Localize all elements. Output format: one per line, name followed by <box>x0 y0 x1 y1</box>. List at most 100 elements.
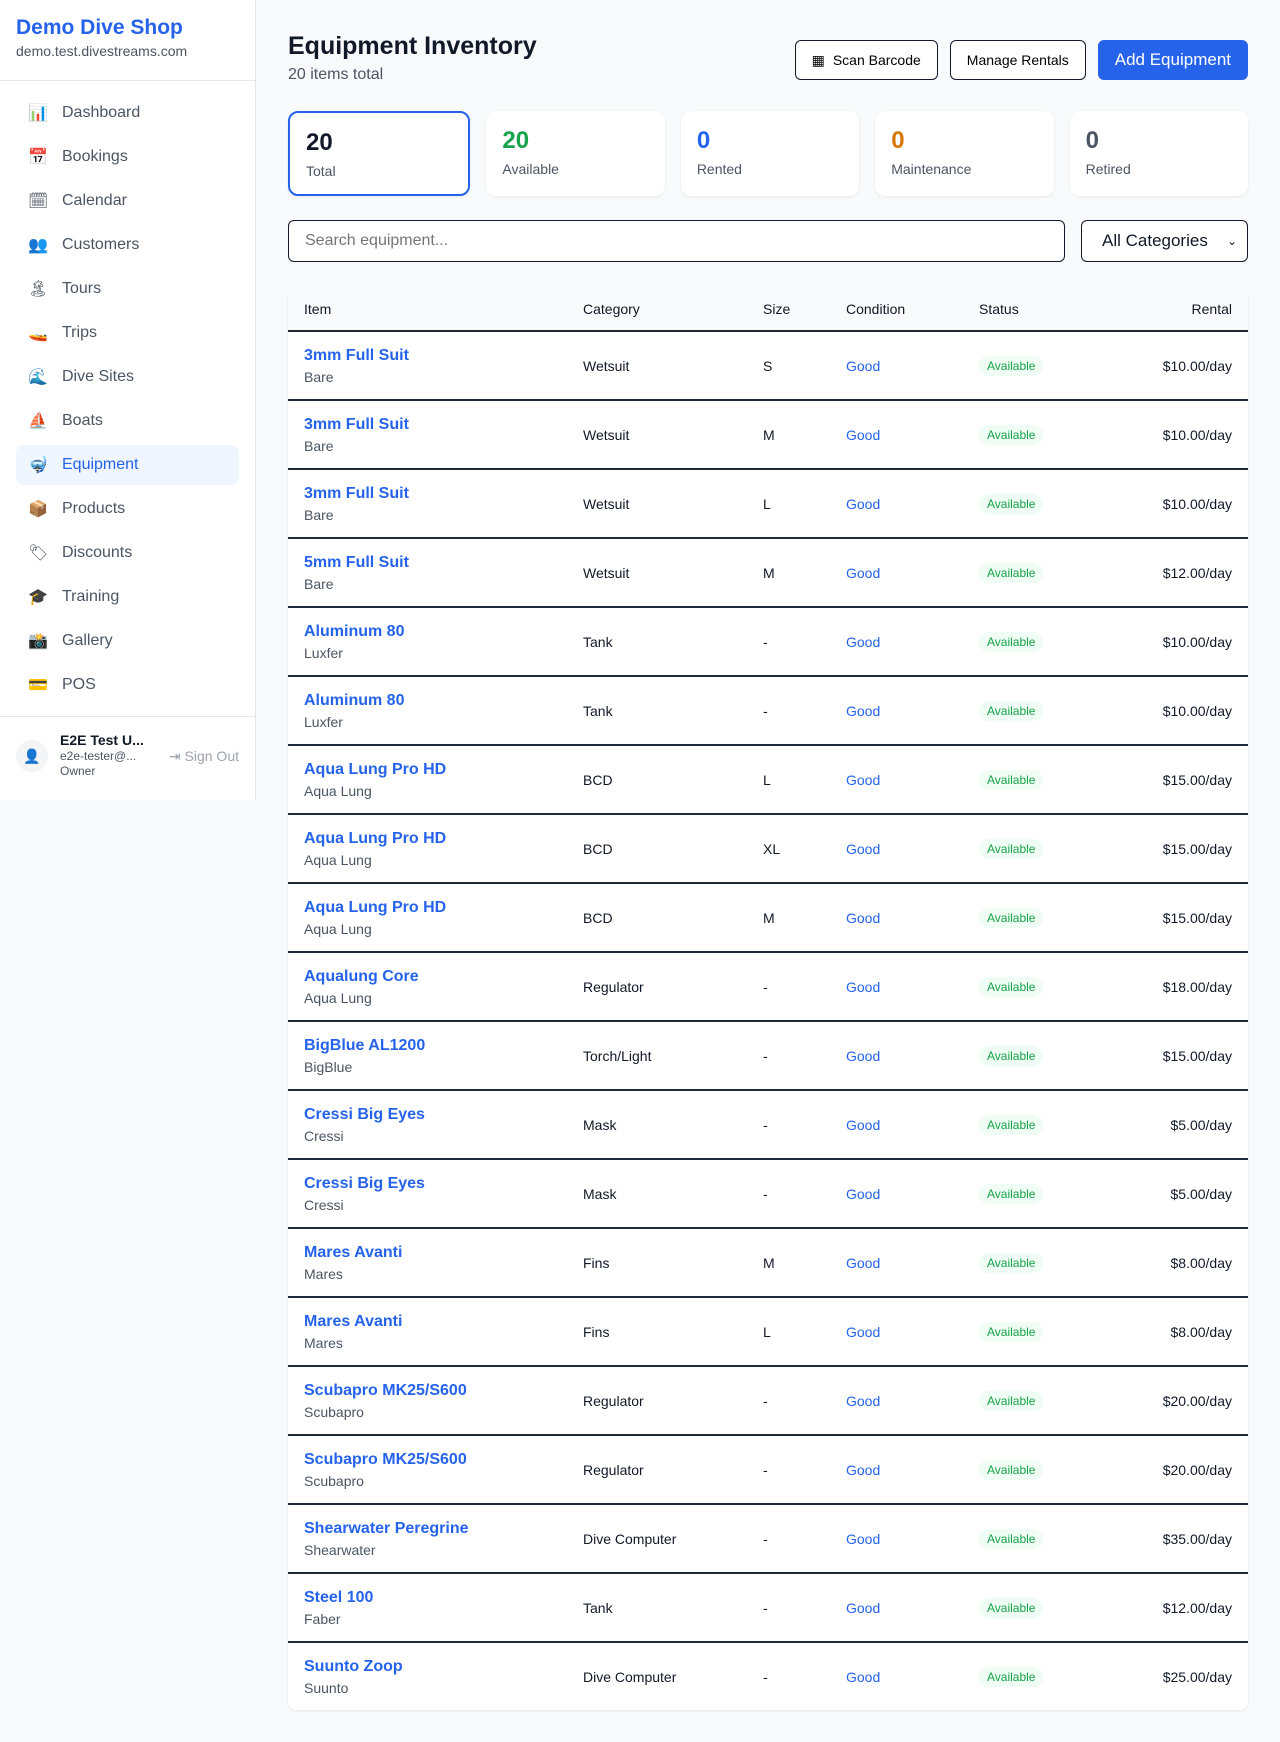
table-row[interactable]: 3mm Full Suit Bare Wetsuit S Good Availab… <box>288 330 1248 399</box>
table-row[interactable]: Mares Avanti Mares Fins M Good Available … <box>288 1227 1248 1296</box>
table-row[interactable]: Aqua Lung Pro HD Aqua Lung BCD M Good Ava… <box>288 882 1248 951</box>
sidebar-item-label: Training <box>62 588 120 605</box>
sidebar-item-pos[interactable]: 💳 POS <box>16 665 239 705</box>
item-name-link[interactable]: Scubapro MK25/S600 <box>304 1381 467 1399</box>
table-row[interactable]: Scubapro MK25/S600 Scubapro Regulator - G… <box>288 1365 1248 1434</box>
item-name-link[interactable]: Aqua Lung Pro HD <box>304 829 447 847</box>
table-row[interactable]: Aluminum 80 Luxfer Tank - Good Available … <box>288 675 1248 744</box>
item-name-link[interactable]: 3mm Full Suit <box>304 415 409 433</box>
item-category: Mask <box>583 1116 617 1133</box>
item-name-link[interactable]: Aqualung Core <box>304 967 419 985</box>
item-condition: Good <box>846 909 881 926</box>
item-category: Tank <box>583 633 613 650</box>
sidebar-item-label: Equipment <box>62 456 139 473</box>
stats-cards: 20 Total 20 Available 0 Rented 0 Maintenance 0 Re… <box>288 111 1249 196</box>
stat-card-total[interactable]: 20 Total <box>288 111 471 196</box>
item-name-link[interactable]: 3mm Full Suit <box>304 484 409 502</box>
item-condition: Good <box>846 495 881 512</box>
item-size: - <box>763 1392 768 1409</box>
status-badge: Available <box>979 976 1044 997</box>
sidebar-nav: 📊 Dashboard 📅 Bookings 🗓 Calendar 👥 Customers 🏝 T… <box>0 81 255 721</box>
item-name-link[interactable]: Aqua Lung Pro HD <box>304 898 447 916</box>
stat-card-retired[interactable]: 0 Retired <box>1069 111 1249 196</box>
item-name-link[interactable]: Mares Avanti <box>304 1312 403 1330</box>
stat-card-available[interactable]: 20 Available <box>486 111 665 196</box>
table-row[interactable]: 3mm Full Suit Bare Wetsuit L Good Availab… <box>288 468 1248 537</box>
boats-icon: ⛵ <box>28 413 48 430</box>
sidebar-item-products[interactable]: 📦 Products <box>16 489 239 529</box>
item-count: 20 items total <box>288 66 384 83</box>
item-name-link[interactable]: 3mm Full Suit <box>304 346 409 364</box>
scan-barcode-button[interactable]: ▦ Scan Barcode <box>794 40 938 80</box>
stat-card-maintenance[interactable]: 0 Maintenance <box>875 111 1054 196</box>
table-row[interactable]: Suunto Zoop Suunto Dive Computer - Good A… <box>288 1641 1248 1710</box>
sidebar-item-dashboard[interactable]: 📊 Dashboard <box>16 93 239 133</box>
item-rental-price: $10.00/day <box>1162 495 1232 512</box>
sidebar-item-dive-sites[interactable]: 🌊 Dive Sites <box>16 357 239 397</box>
status-badge: Available <box>979 1390 1044 1411</box>
stat-card-rented[interactable]: 0 Rented <box>680 111 860 196</box>
sidebar-item-customers[interactable]: 👥 Customers <box>16 225 239 265</box>
user-role: Owner <box>60 764 96 778</box>
table-row[interactable]: Shearwater Peregrine Shearwater Dive Comp… <box>288 1503 1248 1572</box>
sidebar-item-trips[interactable]: 🚤 Trips <box>16 313 239 353</box>
table-row[interactable]: Steel 100 Faber Tank - Good Available $12… <box>288 1572 1248 1641</box>
sidebar-item-boats[interactable]: ⛵ Boats <box>16 401 239 441</box>
table-row[interactable]: Cressi Big Eyes Cressi Mask - Good Availa… <box>288 1089 1248 1158</box>
brand: Demo Dive Shop demo.test.divestreams.com <box>0 0 255 81</box>
table-row[interactable]: Aqua Lung Pro HD Aqua Lung BCD L Good Ava… <box>288 744 1248 813</box>
shop-name[interactable]: Demo Dive Shop <box>16 16 183 39</box>
table-row[interactable]: Scubapro MK25/S600 Scubapro Regulator - G… <box>288 1434 1248 1503</box>
user-panel: 👤 E2E Test U... e2e-tester@... Owner ⇥ S… <box>0 716 255 795</box>
search-input[interactable] <box>288 220 1065 262</box>
table-header: Item Category Size Condition Status Rental <box>288 288 1248 330</box>
item-name-link[interactable]: Cressi Big Eyes <box>304 1105 425 1123</box>
item-size: - <box>763 633 768 650</box>
item-rental-price: $10.00/day <box>1162 357 1232 374</box>
sidebar-item-calendar[interactable]: 🗓 Calendar <box>16 181 239 221</box>
category-select[interactable]: All Categories ⌄ <box>1081 220 1248 262</box>
table-row[interactable]: 5mm Full Suit Bare Wetsuit M Good Availab… <box>288 537 1248 606</box>
item-condition: Good <box>846 1185 881 1202</box>
table-row[interactable]: Cressi Big Eyes Cressi Mask - Good Availa… <box>288 1158 1248 1227</box>
manage-rentals-button[interactable]: Manage Rentals <box>949 40 1086 80</box>
item-name-link[interactable]: Steel 100 <box>304 1588 374 1606</box>
item-name-link[interactable]: Aluminum 80 <box>304 622 405 640</box>
add-equipment-button[interactable]: Add Equipment <box>1097 40 1248 80</box>
sign-out-button[interactable]: ⇥ Sign Out <box>169 748 239 765</box>
sidebar-item-bookings[interactable]: 📅 Bookings <box>16 137 239 177</box>
sidebar-item-equipment[interactable]: 🤿 Equipment <box>16 445 239 485</box>
table-row[interactable]: 3mm Full Suit Bare Wetsuit M Good Availab… <box>288 399 1248 468</box>
item-size: M <box>763 426 775 443</box>
item-size: - <box>763 1185 768 1202</box>
item-name-link[interactable]: 5mm Full Suit <box>304 553 409 571</box>
table-row[interactable]: Aqua Lung Pro HD Aqua Lung BCD XL Good Av… <box>288 813 1248 882</box>
item-name-link[interactable]: Aluminum 80 <box>304 691 405 709</box>
status-badge: Available <box>979 562 1044 583</box>
sidebar-item-discounts[interactable]: 🏷 Discounts <box>16 533 239 573</box>
equipment-icon: 🤿 <box>28 457 48 474</box>
item-name-link[interactable]: Aqua Lung Pro HD <box>304 760 447 778</box>
table-row[interactable]: Aqualung Core Aqua Lung Regulator - Good … <box>288 951 1248 1020</box>
table-row[interactable]: BigBlue AL1200 BigBlue Torch/Light - Good… <box>288 1020 1248 1089</box>
item-name-link[interactable]: BigBlue AL1200 <box>304 1036 426 1054</box>
item-name-link[interactable]: Cressi Big Eyes <box>304 1174 425 1192</box>
item-brand: Mares <box>304 1334 343 1351</box>
item-brand: Mares <box>304 1265 343 1282</box>
item-name-link[interactable]: Scubapro MK25/S600 <box>304 1450 467 1468</box>
item-rental-price: $12.00/day <box>1162 1599 1232 1616</box>
sidebar-item-tours[interactable]: 🏝 Tours <box>16 269 239 309</box>
item-category: Regulator <box>583 1461 644 1478</box>
status-badge: Available <box>979 631 1044 652</box>
item-name-link[interactable]: Suunto Zoop <box>304 1657 403 1675</box>
sidebar-item-label: Dashboard <box>62 104 141 121</box>
item-name-link[interactable]: Mares Avanti <box>304 1243 403 1261</box>
item-name-link[interactable]: Shearwater Peregrine <box>304 1519 469 1537</box>
item-rental-price: $15.00/day <box>1162 1047 1232 1064</box>
sidebar-item-training[interactable]: 🎓 Training <box>16 577 239 617</box>
user-info: E2E Test U... e2e-tester@... Owner <box>60 733 169 779</box>
sidebar-item-gallery[interactable]: 📸 Gallery <box>16 621 239 661</box>
table-row[interactable]: Aluminum 80 Luxfer Tank - Good Available … <box>288 606 1248 675</box>
table-row[interactable]: Mares Avanti Mares Fins L Good Available … <box>288 1296 1248 1365</box>
status-badge: Available <box>979 1459 1044 1480</box>
